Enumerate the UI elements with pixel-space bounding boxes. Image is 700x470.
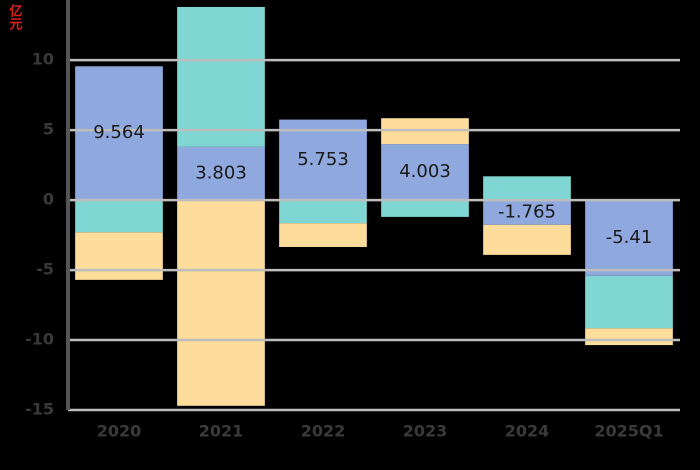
bar-segment	[279, 200, 367, 224]
x-tick-label: 2020	[97, 422, 142, 441]
bar-segment	[585, 200, 673, 276]
data-label: -1.765	[498, 201, 556, 222]
bar-segment	[279, 223, 367, 247]
bar-segment	[177, 146, 265, 201]
y-tick-label: 5	[43, 120, 54, 139]
data-label: 9.564	[93, 122, 145, 143]
y-tick-label: 0	[43, 190, 54, 209]
x-tick-label: 2024	[505, 422, 550, 441]
y-tick-label: 10	[32, 50, 54, 69]
x-tick-label: 2025Q1	[594, 422, 663, 441]
bar-segment	[75, 200, 163, 233]
bar-segment	[381, 144, 469, 201]
bar-segment	[75, 232, 163, 280]
y-tick-label: -5	[36, 260, 54, 279]
y-tick-label: -10	[25, 330, 54, 349]
bar-segment	[75, 66, 163, 201]
x-tick-label: 2022	[301, 422, 346, 441]
y-tick-label: -15	[25, 400, 54, 419]
bar-segment	[381, 200, 469, 217]
data-label: 4.003	[399, 161, 451, 182]
data-label: -5.41	[606, 227, 653, 248]
bar-segment	[483, 176, 571, 201]
bar-segment	[279, 119, 367, 201]
x-tick-label: 2023	[403, 422, 448, 441]
bar-segment	[483, 200, 571, 225]
bar-segment	[177, 6, 265, 147]
bar-segment	[585, 328, 673, 346]
data-label: 3.803	[195, 162, 247, 183]
x-tick-label: 2021	[199, 422, 244, 441]
bar-segment	[483, 224, 571, 255]
bar-segment	[177, 200, 265, 406]
data-label: 5.753	[297, 149, 349, 170]
bar-segment	[585, 275, 673, 329]
y-axis-label: 亿元	[7, 3, 23, 31]
